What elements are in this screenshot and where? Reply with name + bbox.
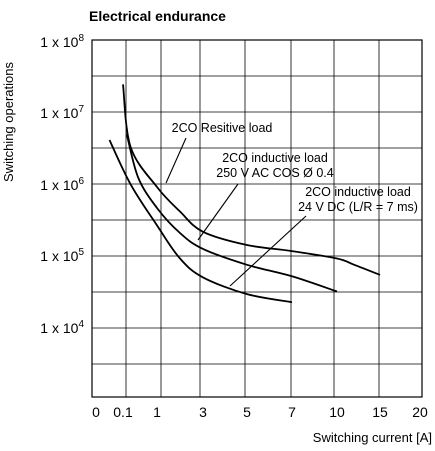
grid [92,40,422,397]
x-tick-labels: 0 0.1 1 3 5 7 10 15 20 [92,404,428,420]
x-axis-label: Switching current [A] [313,430,432,445]
x-tick-label: 10 [329,404,345,420]
series [108,84,381,304]
series-curve-3 [108,139,293,304]
x-tick-label: 0.1 [113,404,133,420]
y-tick-label: 1 x 104 [40,319,84,336]
y-tick-label: 1 x 107 [40,104,84,121]
curve-label-2: 2CO inductive load 250 V AC COS Ø 0.4 [216,151,333,180]
curve-leader-2 [197,183,239,241]
curve-annotations: 2CO Resitive load 2CO inductive load 250 V… [165,121,418,287]
curve-leader-3 [229,215,307,287]
x-tick-label: 7 [288,404,296,420]
series-curve-2 [125,134,338,293]
series-curve-1 [122,84,381,276]
curve-label-1: 2CO Resitive load [172,121,273,135]
curve-leader-1 [165,137,187,184]
x-tick-label: 3 [199,404,207,420]
x-tick-label: 20 [412,404,428,420]
plot-frame [91,39,423,398]
y-axis-label: Switching operations [1,62,16,182]
y-tick-labels: 1 x 108 1 x 107 1 x 106 1 x 105 1 x 104 [40,33,84,336]
x-tick-label: 15 [372,404,388,420]
x-tick-label: 1 [153,404,161,420]
x-tick-label: 5 [243,404,251,420]
x-tick-label: 0 [92,404,100,420]
curve-label-3: 2CO inductive load 24 V DC (L/R = 7 ms) [298,185,418,214]
y-tick-label: 1 x 105 [40,247,84,264]
y-tick-label: 1 x 108 [40,33,84,50]
y-tick-label: 1 x 106 [40,176,84,193]
chart-title: Electrical endurance [89,8,226,24]
